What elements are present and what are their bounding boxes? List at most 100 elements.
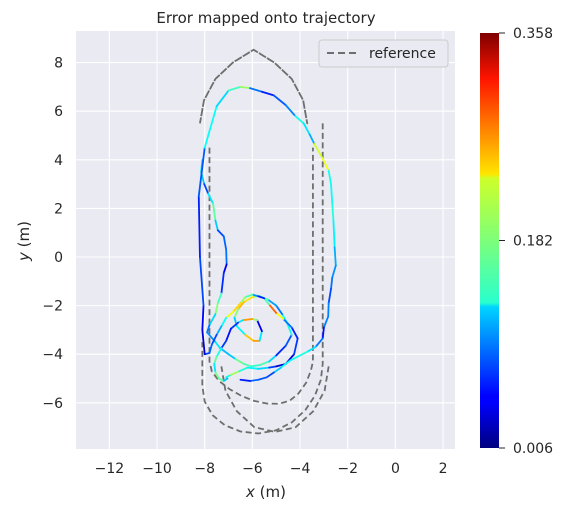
trajectory-segment [266, 298, 278, 307]
trajectory-segment [293, 337, 299, 356]
trajectory-segment [201, 329, 206, 356]
trajectory-segment [206, 324, 211, 334]
trajectory-segment [268, 303, 278, 314]
trajectory-segment [213, 355, 218, 365]
trajectory-segment [314, 337, 324, 348]
trajectory-segment [284, 333, 293, 347]
trajectory-segment [199, 256, 205, 307]
plot-area [76, 31, 455, 449]
trajectory-segment [243, 296, 254, 303]
trajectory-segment [227, 353, 237, 360]
trajectory-segment [327, 287, 332, 305]
trajectory-segment [239, 378, 251, 382]
trajectory-segment [258, 330, 263, 342]
trajectory-segment [220, 271, 225, 295]
trajectory-segment [197, 146, 206, 198]
trajectory-segment [327, 169, 332, 186]
legend-reference-label: reference [369, 46, 436, 62]
trajectory-segment [282, 318, 293, 329]
y-tick-label: −2 [42, 299, 63, 315]
x-tick-label: −8 [194, 461, 215, 477]
trajectory-segment [306, 346, 317, 353]
legend-box [318, 39, 449, 68]
trajectory-series [197, 85, 337, 382]
x-axis-label: x (m) [245, 483, 286, 501]
trajectory-segment [216, 229, 225, 238]
trajectory-segment [233, 308, 239, 319]
trajectory-segment [225, 327, 232, 342]
trajectory-segment [256, 319, 263, 333]
y-tick-label: −6 [42, 396, 63, 412]
trajectory-segment [249, 378, 260, 382]
trajectory-segment [331, 202, 335, 222]
trajectory-segment [203, 183, 210, 195]
trajectory-segment [331, 264, 337, 279]
trajectory-segment [208, 313, 217, 326]
trajectory-segment [216, 292, 223, 305]
x-tick-label: −12 [95, 461, 125, 477]
trajectory-segment [227, 85, 242, 92]
y-axis-variable: y [15, 251, 33, 262]
x-tick-label: 2 [439, 461, 448, 477]
trajectory-segment [225, 310, 235, 319]
trajectory-segment [284, 104, 297, 117]
trajectory-segment [237, 301, 245, 311]
x-tick-label: −2 [337, 461, 358, 477]
trajectory-segment [294, 115, 305, 125]
reference-line [201, 123, 324, 435]
trajectory-segment [275, 304, 284, 316]
trajectory-segment [321, 326, 325, 340]
trajectory-segment [246, 366, 260, 370]
y-axis-label: y (m) [15, 221, 33, 262]
trajectory-segment [330, 276, 334, 290]
reference-line [208, 147, 314, 405]
x-tick-label: −10 [142, 461, 172, 477]
x-tick-label: −6 [242, 461, 263, 477]
trajectory-segment [201, 304, 205, 331]
trajectory-segment [220, 339, 228, 350]
trajectory-segment [213, 363, 217, 374]
x-axis-variable: x [245, 483, 255, 501]
y-tick-label: 8 [54, 56, 63, 72]
trajectory-segment [203, 105, 218, 149]
trajectory-segment [214, 219, 219, 232]
colorbar [480, 33, 499, 448]
trajectory-segment [250, 364, 261, 368]
trajectory-segment [313, 143, 324, 160]
trajectory-segment [235, 325, 247, 336]
trajectory-segment [239, 296, 247, 305]
trajectory-segment [214, 302, 219, 316]
y-tick-label: −4 [42, 347, 63, 363]
trajectory-segment [333, 246, 337, 267]
legend: reference [318, 39, 449, 68]
colorbar-tick-label: 0.006 [513, 441, 553, 457]
trajectory-segment [268, 354, 278, 363]
trajectory-segment [302, 122, 311, 136]
trajectory-segment [232, 302, 242, 313]
trajectory-segment [275, 344, 287, 357]
trajectory-segment [234, 358, 245, 365]
trajectory-segment [244, 293, 254, 299]
y-tick-label: 6 [54, 104, 63, 120]
x-tick-labels: −12 −10 −8 −6 −4 −2 0 2 [95, 461, 448, 477]
y-tick-label: 2 [54, 201, 63, 217]
x-tick-label: −4 [290, 461, 311, 477]
trajectory-segment [208, 343, 213, 354]
trajectory-segment [272, 366, 282, 374]
trajectory-segment [249, 87, 263, 93]
reference-line [199, 48, 309, 125]
trajectory-segment [299, 350, 309, 357]
colorbar-tick-label: 0.358 [513, 26, 553, 42]
trajectory-segment [275, 312, 285, 320]
y-tick-label: 0 [54, 250, 63, 266]
trajectory-segment [258, 360, 270, 367]
trajectory-segment [243, 363, 253, 368]
trajectory-segment [289, 354, 301, 362]
y-tick-label: 4 [54, 153, 63, 169]
x-tick-label: 0 [391, 461, 400, 477]
trajectory-segment [280, 359, 292, 369]
trajectory-segment [321, 157, 330, 172]
colorbar-ticks: 0.006 0.182 0.358 [499, 26, 553, 457]
trajectory-segment [214, 371, 220, 380]
